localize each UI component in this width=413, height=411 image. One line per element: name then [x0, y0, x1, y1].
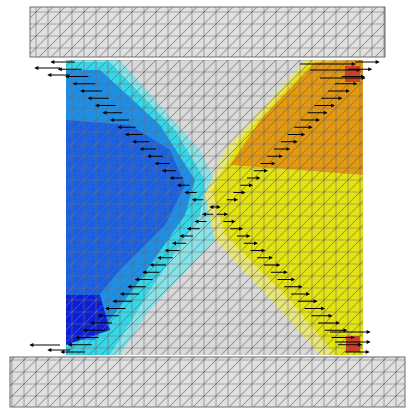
top-loading-plate [29, 6, 386, 58]
bottom-loading-plate [9, 356, 406, 408]
displacement-vectors [29, 60, 380, 354]
